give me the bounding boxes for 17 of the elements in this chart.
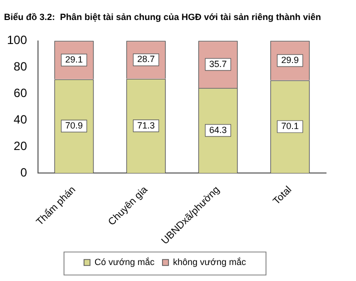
y-tick-label: 60 (14, 86, 28, 100)
y-tick-label: 0 (20, 165, 28, 180)
data-label: 71.3 (137, 120, 155, 130)
legend-label: không vướng mắc (172, 256, 246, 267)
legend-label: Có vướng mắc (94, 256, 155, 267)
data-label: 29.9 (281, 55, 299, 66)
y-tick-label: 100 (6, 33, 28, 48)
data-label: 70.9 (65, 120, 83, 131)
data-label: 35.7 (209, 58, 227, 69)
data-label: 29.1 (65, 54, 83, 65)
data-label: 28.7 (137, 54, 155, 64)
y-tick-label: 80 (14, 60, 28, 74)
y-tick-label: 40 (14, 112, 28, 126)
data-label: 70.1 (281, 121, 299, 132)
y-tick-label: 20 (14, 138, 28, 153)
data-label: 64.3 (209, 124, 227, 135)
chart-title: Biểu đồ 3.2: Phân biệt tài sản chung của HGĐ với tài sản riêng thành viên (4, 12, 321, 22)
